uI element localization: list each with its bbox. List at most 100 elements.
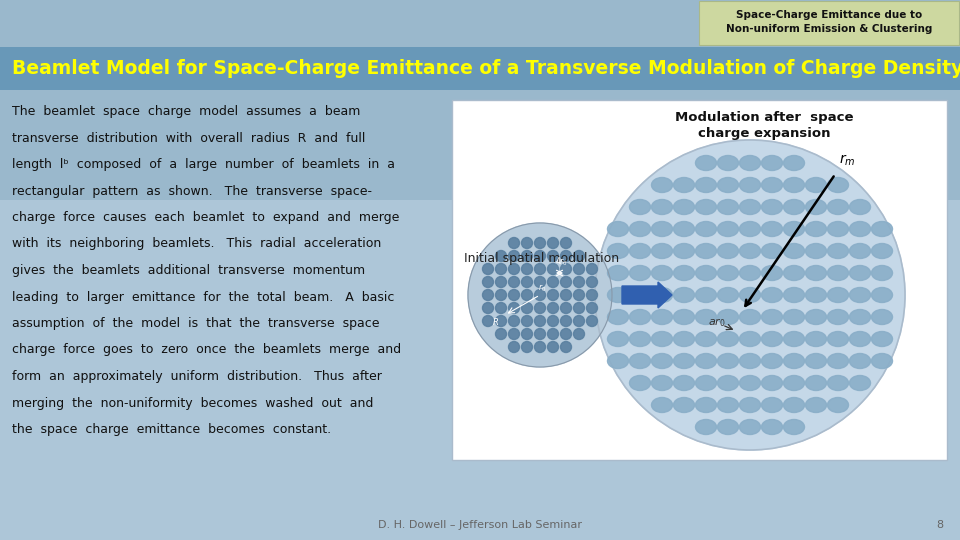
- Ellipse shape: [872, 309, 893, 325]
- Ellipse shape: [717, 287, 738, 302]
- Ellipse shape: [608, 221, 629, 237]
- Ellipse shape: [630, 332, 651, 347]
- Circle shape: [509, 289, 519, 300]
- Text: gives  the  beamlets  additional  transverse  momentum: gives the beamlets additional transverse…: [12, 264, 365, 277]
- Circle shape: [535, 302, 545, 314]
- Ellipse shape: [783, 221, 804, 237]
- Ellipse shape: [739, 397, 760, 413]
- Ellipse shape: [783, 375, 804, 390]
- Circle shape: [521, 264, 533, 274]
- Ellipse shape: [674, 397, 694, 413]
- Ellipse shape: [674, 375, 694, 390]
- Circle shape: [535, 315, 545, 327]
- Text: $R$: $R$: [492, 316, 499, 327]
- Ellipse shape: [805, 266, 827, 280]
- Circle shape: [535, 251, 545, 261]
- Text: Initial spatial modulation: Initial spatial modulation: [464, 252, 619, 265]
- Ellipse shape: [739, 375, 760, 390]
- Circle shape: [547, 315, 559, 327]
- Ellipse shape: [630, 199, 651, 214]
- Ellipse shape: [608, 287, 629, 302]
- Circle shape: [547, 302, 559, 314]
- Ellipse shape: [783, 199, 804, 214]
- Text: 8: 8: [936, 520, 944, 530]
- Circle shape: [509, 238, 519, 248]
- Ellipse shape: [761, 199, 782, 214]
- Circle shape: [521, 315, 533, 327]
- Circle shape: [535, 328, 545, 340]
- Ellipse shape: [695, 397, 716, 413]
- Ellipse shape: [828, 287, 849, 302]
- Circle shape: [495, 264, 507, 274]
- Circle shape: [547, 341, 559, 353]
- Text: the  space  charge  emittance  becomes  constant.: the space charge emittance becomes const…: [12, 423, 331, 436]
- Ellipse shape: [805, 309, 827, 325]
- Ellipse shape: [828, 178, 849, 192]
- Circle shape: [521, 328, 533, 340]
- Circle shape: [587, 289, 597, 300]
- Text: charge  force  goes  to  zero  once  the  beamlets  merge  and: charge force goes to zero once the beaml…: [12, 343, 401, 356]
- Bar: [0, 200, 960, 540]
- Ellipse shape: [717, 332, 738, 347]
- Ellipse shape: [695, 244, 716, 259]
- Ellipse shape: [717, 221, 738, 237]
- Ellipse shape: [630, 221, 651, 237]
- Ellipse shape: [695, 199, 716, 214]
- Text: Space-Charge Emittance due to: Space-Charge Emittance due to: [736, 10, 923, 20]
- Ellipse shape: [608, 354, 629, 368]
- Ellipse shape: [805, 199, 827, 214]
- Circle shape: [547, 328, 559, 340]
- Ellipse shape: [717, 199, 738, 214]
- Ellipse shape: [761, 156, 782, 171]
- Circle shape: [573, 302, 585, 314]
- Ellipse shape: [652, 199, 673, 214]
- Ellipse shape: [717, 244, 738, 259]
- Ellipse shape: [717, 309, 738, 325]
- Ellipse shape: [783, 420, 804, 435]
- Ellipse shape: [828, 354, 849, 368]
- Circle shape: [521, 251, 533, 261]
- Ellipse shape: [872, 266, 893, 280]
- Bar: [452, 100, 947, 460]
- Ellipse shape: [850, 199, 871, 214]
- Ellipse shape: [761, 266, 782, 280]
- FancyArrow shape: [622, 282, 672, 308]
- Circle shape: [573, 289, 585, 300]
- Ellipse shape: [761, 354, 782, 368]
- Ellipse shape: [717, 375, 738, 390]
- Circle shape: [495, 315, 507, 327]
- Text: length  lᵇ  composed  of  a  large  number  of  beamlets  in  a: length lᵇ composed of a large number of …: [12, 158, 395, 171]
- Ellipse shape: [652, 178, 673, 192]
- Ellipse shape: [783, 178, 804, 192]
- Circle shape: [547, 238, 559, 248]
- Circle shape: [509, 276, 519, 287]
- Ellipse shape: [674, 354, 694, 368]
- Ellipse shape: [761, 397, 782, 413]
- Ellipse shape: [652, 221, 673, 237]
- Ellipse shape: [783, 156, 804, 171]
- Circle shape: [495, 328, 507, 340]
- Ellipse shape: [674, 266, 694, 280]
- Ellipse shape: [717, 354, 738, 368]
- Ellipse shape: [630, 354, 651, 368]
- Circle shape: [495, 276, 507, 287]
- Ellipse shape: [739, 420, 760, 435]
- Circle shape: [561, 289, 571, 300]
- Circle shape: [521, 341, 533, 353]
- Ellipse shape: [674, 199, 694, 214]
- Ellipse shape: [828, 332, 849, 347]
- Ellipse shape: [805, 244, 827, 259]
- Ellipse shape: [850, 354, 871, 368]
- Ellipse shape: [805, 397, 827, 413]
- Ellipse shape: [850, 375, 871, 390]
- Circle shape: [509, 315, 519, 327]
- Ellipse shape: [783, 309, 804, 325]
- Ellipse shape: [761, 244, 782, 259]
- Ellipse shape: [739, 199, 760, 214]
- Circle shape: [521, 238, 533, 248]
- Circle shape: [483, 289, 493, 300]
- Ellipse shape: [872, 221, 893, 237]
- Text: Non-uniform Emission & Clustering: Non-uniform Emission & Clustering: [726, 24, 932, 34]
- Ellipse shape: [761, 332, 782, 347]
- Ellipse shape: [695, 375, 716, 390]
